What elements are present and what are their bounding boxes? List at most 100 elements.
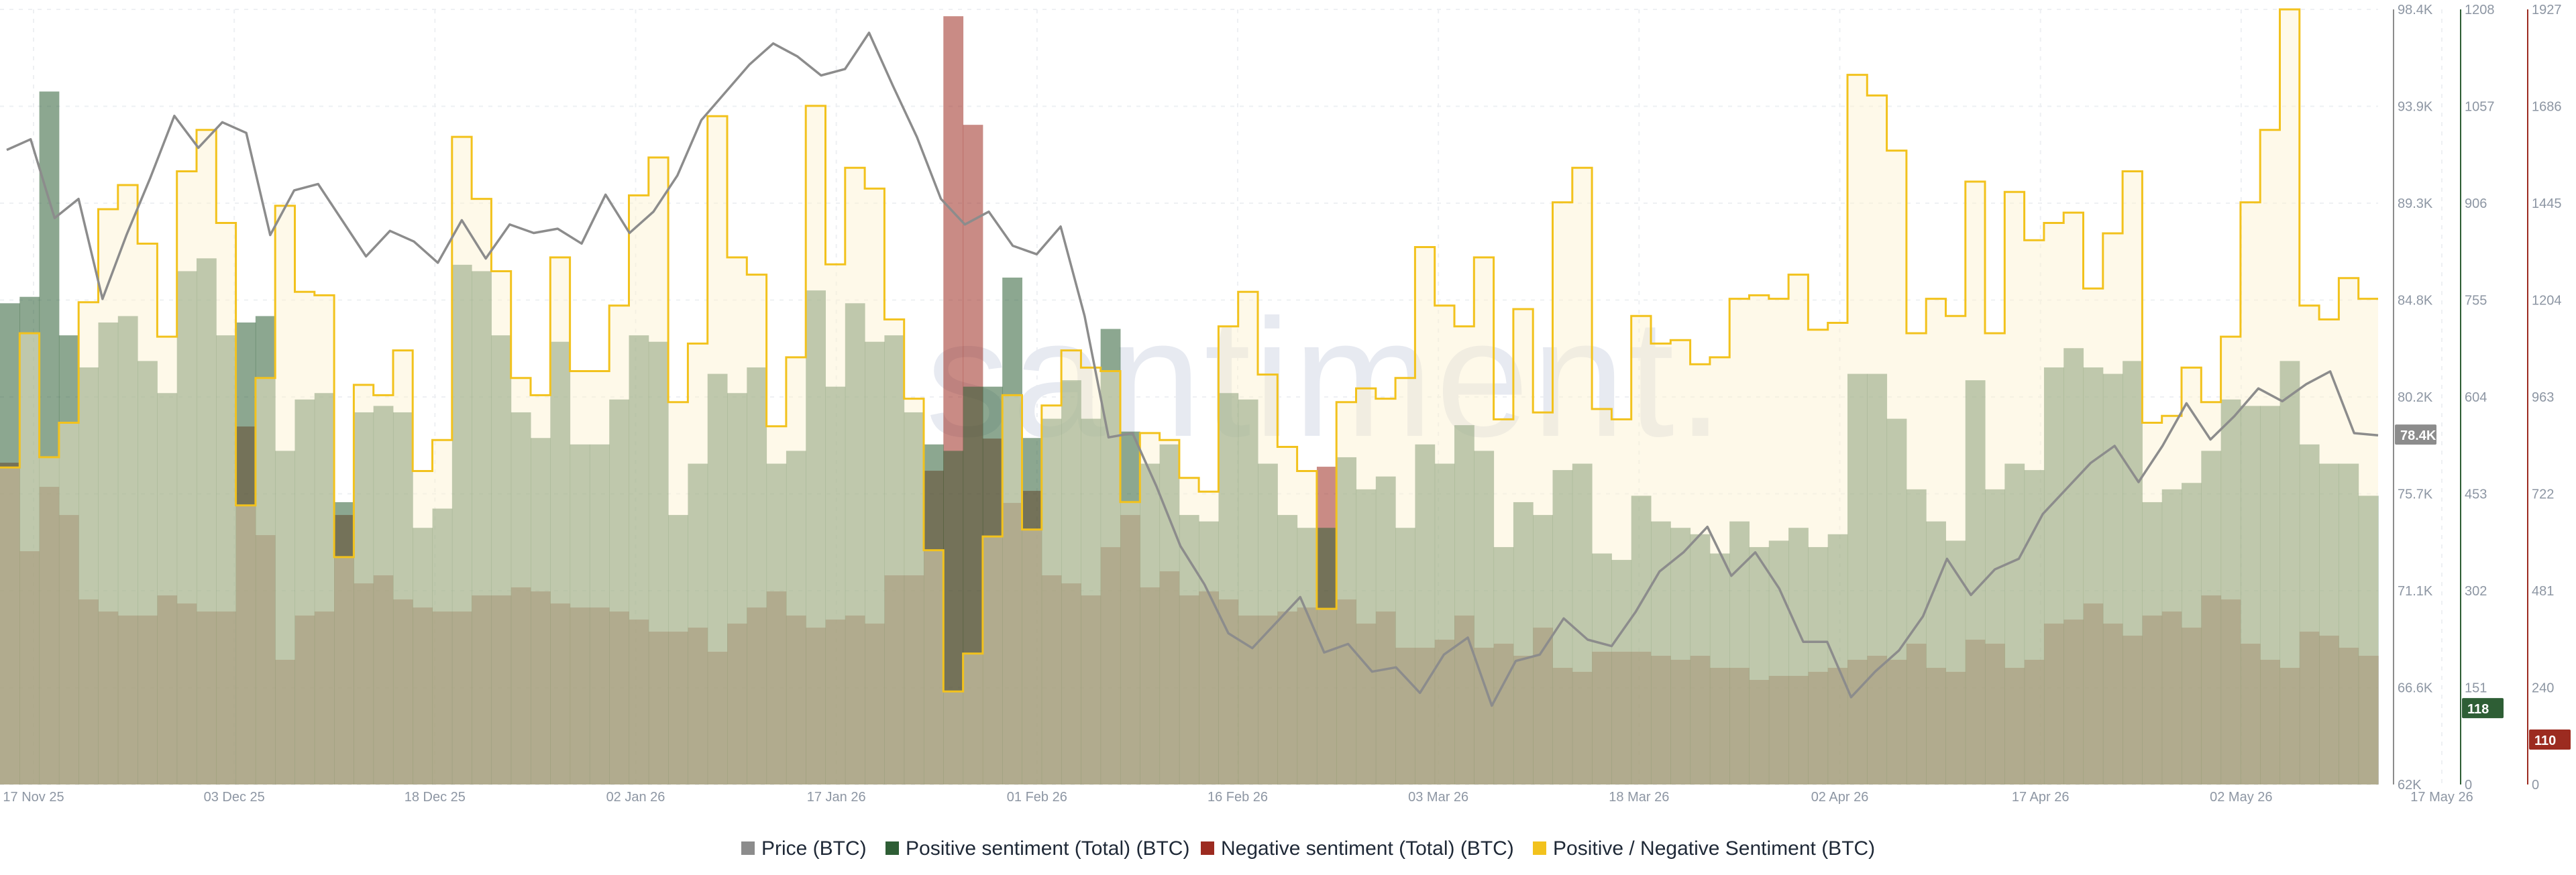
positive-bar (1297, 528, 1318, 784)
legend-swatch-price (741, 841, 755, 855)
negative-axis-tick: 1927 (2532, 3, 2562, 17)
price-axis-tick: 62K (2398, 778, 2422, 793)
negative-current-label: 110 (2534, 734, 2556, 748)
positive-bar (413, 528, 433, 784)
positive-bar (2260, 406, 2281, 784)
positive-bar (727, 393, 747, 784)
x-tick-label: 03 Dec 25 (204, 790, 265, 805)
positive-bar (2220, 399, 2241, 784)
negative-current-badge (2529, 730, 2571, 750)
positive-bar (845, 303, 865, 784)
positive-bar (39, 91, 60, 784)
positive-bar (2339, 463, 2359, 784)
positive-bar (1709, 553, 1730, 784)
ratio-line (0, 8, 2378, 693)
positive-bar (2142, 502, 2163, 784)
x-tick-label: 02 Apr 26 (1811, 790, 1869, 805)
ratio-series (0, 8, 2378, 784)
positive-bars (0, 91, 2379, 785)
positive-bar (1434, 463, 1455, 784)
positive-bar (2279, 361, 2300, 784)
positive-bar (235, 322, 256, 784)
positive-bar (904, 412, 924, 784)
x-tick-label: 18 Mar 26 (1609, 790, 1669, 805)
positive-bar (1356, 489, 1377, 784)
negative-axis-tick: 1686 (2532, 100, 2562, 115)
positive-bar (1572, 463, 1593, 784)
positive-axis-tick: 1057 (2465, 100, 2495, 115)
positive-bar (1749, 546, 1770, 784)
positive-bar (138, 361, 158, 784)
positive-bar (963, 386, 983, 784)
legend-item-negative[interactable]: Negative sentiment (Total) (BTC) (1221, 837, 1514, 860)
price-line (6, 32, 2379, 707)
price-axis-tick: 89.3K (2398, 196, 2433, 211)
x-tick-label: 17 Nov 25 (3, 790, 64, 805)
positive-bar (2083, 367, 2104, 784)
x-tick-label: 02 Jan 26 (606, 790, 665, 805)
positive-bar (1002, 278, 1022, 785)
positive-bar (2004, 463, 2025, 784)
price-current-badge (2395, 424, 2436, 445)
legend-swatch-ratio (1533, 841, 1546, 855)
positive-bar (1493, 546, 1514, 784)
positive-bar (1847, 373, 1868, 784)
x-tick-label: 17 May 26 (2410, 790, 2473, 805)
legend-item-positive[interactable]: Positive sentiment (Total) (BTC) (906, 837, 1189, 860)
positive-bar (1120, 431, 1140, 784)
x-tick-label: 16 Feb 26 (1208, 790, 1268, 805)
positive-bar (511, 412, 531, 784)
positive-bar (2319, 463, 2339, 784)
positive-axis-tick: 604 (2465, 390, 2487, 405)
legend[interactable]: Price (BTC) Positive sentiment (Total) (B… (741, 837, 1875, 860)
positive-bar (19, 296, 40, 785)
positive-bar (78, 367, 99, 784)
x-tick-label: 17 Jan 26 (807, 790, 866, 805)
negative-axis-tick: 1445 (2532, 196, 2562, 211)
positive-bar (1611, 560, 1632, 784)
positive-bar (2182, 483, 2202, 784)
negative-axis-tick: 0 (2532, 778, 2539, 793)
positive-bar (1395, 528, 1415, 784)
positive-bar (0, 303, 20, 784)
positive-bar (589, 444, 610, 784)
positive-bar (1926, 521, 1946, 784)
positive-bar (255, 316, 276, 784)
price-axis-tick: 66.6K (2398, 681, 2433, 696)
positive-axis-tick: 755 (2465, 294, 2487, 308)
positive-bar (609, 399, 630, 784)
positive-bar (98, 322, 119, 784)
positive-axis-tick: 0 (2465, 778, 2472, 793)
positive-bar (707, 373, 728, 784)
positive-axis-tick: 453 (2465, 487, 2487, 502)
positive-bar (1277, 515, 1298, 784)
positive-axis-tick: 302 (2465, 584, 2487, 599)
positive-bar (1336, 457, 1357, 784)
positive-current-label: 118 (2467, 702, 2489, 717)
price-axis-tick: 71.1K (2398, 584, 2433, 599)
legend-swatch-positive (885, 841, 899, 855)
positive-bar (2024, 470, 2045, 784)
positive-bar (2063, 348, 2084, 784)
x-tick-label: 01 Feb 26 (1007, 790, 1067, 805)
positive-bar (1199, 521, 1219, 784)
positive-bar (176, 271, 197, 784)
positive-bar (786, 451, 806, 784)
positive-bar (1375, 476, 1396, 784)
legend-item-price[interactable]: Price (BTC) (761, 837, 867, 860)
positive-bar (2299, 444, 2320, 784)
positive-current-badge (2462, 698, 2504, 719)
positive-bar (354, 412, 374, 784)
positive-bar (2201, 451, 2222, 784)
positive-bar (766, 463, 787, 784)
axes: 17 Nov 25 03 Dec 25 18 Dec 25 02 Jan 26 17 J… (3, 3, 2571, 805)
positive-bar (58, 335, 79, 784)
positive-bar (2161, 489, 2182, 784)
positive-bar (1768, 540, 1789, 784)
positive-bar (1631, 495, 1652, 784)
positive-bar (1474, 451, 1495, 784)
positive-bar (1729, 521, 1750, 784)
positive-axis-tick: 1208 (2465, 3, 2495, 17)
legend-item-ratio[interactable]: Positive / Negative Sentiment (BTC) (1553, 837, 1875, 860)
price-axis-tick: 80.2K (2398, 390, 2433, 405)
